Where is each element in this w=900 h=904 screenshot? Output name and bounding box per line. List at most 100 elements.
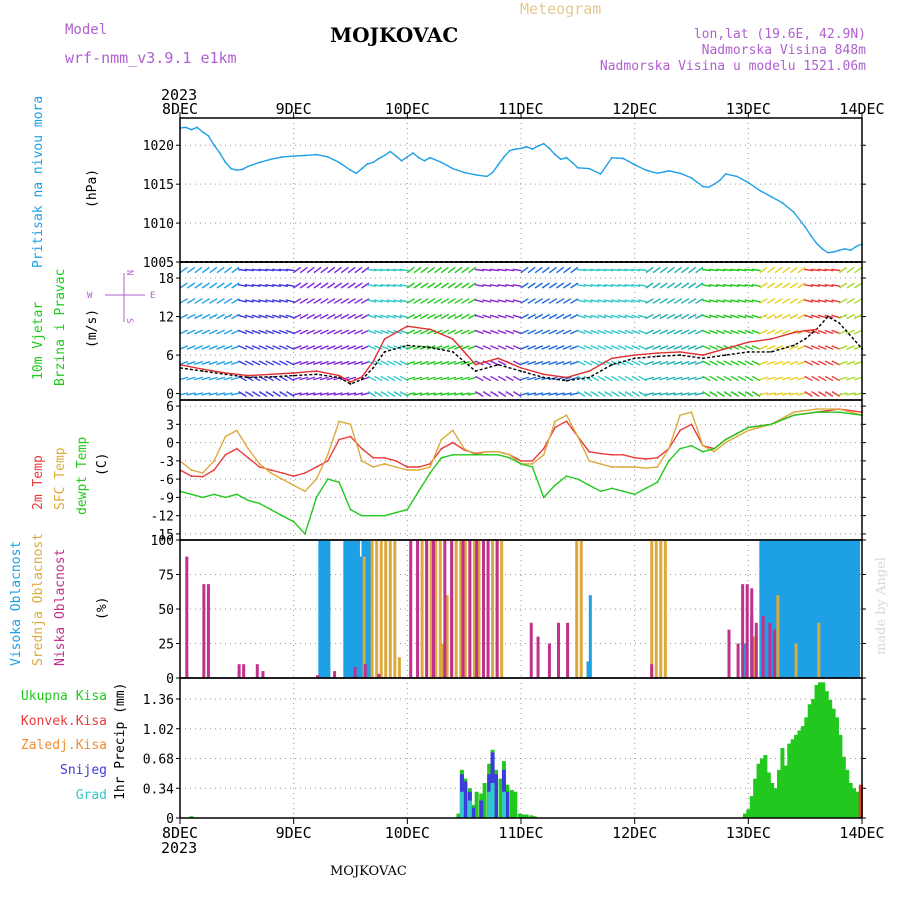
wind-barb [789,376,799,381]
wind-barb [420,298,429,304]
bar-niska-oblacnost [475,540,479,678]
wind-barb [520,360,530,366]
wind-barb [631,360,641,366]
bar-srednja-oblacnost [393,540,397,678]
wind-barb [497,391,507,397]
data-point [497,363,500,366]
wind-barb [645,376,655,381]
wind-barb [468,266,477,274]
data-point [622,453,625,456]
wind-barb [796,392,806,396]
data-point [451,350,454,353]
wind-barb [576,375,586,382]
bar-ukupna-kisa [532,816,537,818]
wind-barb [380,314,390,319]
wind-barb [426,345,436,350]
wind-barb [467,360,477,366]
wind-barb [393,375,402,382]
data-point [440,161,443,164]
data-point [451,441,454,444]
wind-barb [413,313,422,320]
wind-barb [440,376,450,381]
data-point [565,414,568,417]
data-point [520,463,522,465]
data-point [201,131,204,133]
bar-visoka-oblacnost [793,540,797,678]
wind-barb [265,314,275,319]
wind-barb [680,392,690,396]
wind-barb [534,298,543,304]
bar-ukupna-kisa [756,763,761,818]
data-point [611,487,613,490]
wind-barb [272,283,282,288]
wind-barb [386,268,396,272]
bar-visoka-oblacnost [804,540,808,678]
lonlat-label: lon,lat (19.6E, 42.9N) [694,27,866,42]
wind-barb [730,391,740,397]
wind-barb [299,392,309,396]
wind-barb [810,329,820,335]
wind-barb [638,329,648,335]
bar-ukupna-kisa [824,691,829,818]
x-tick-label-bottom: 8DEC [162,824,198,842]
y-tick-label: -15 [151,528,174,543]
bar-niska-oblacnost [761,615,765,678]
wind-barb [373,314,383,319]
wind-barb [447,313,456,320]
data-point [622,157,625,160]
wind-barb [340,282,349,289]
wind-barb [209,298,218,304]
wind-barb [420,329,429,335]
wind-barb [454,282,463,289]
wind-barb [258,391,268,397]
wind-barb [666,360,676,366]
wind-barb [201,345,211,350]
bar-srednja-oblacnost [397,657,401,678]
wind-barb [367,375,377,382]
wind-barb [306,392,316,396]
wind-barb [695,266,704,274]
wind-barb [730,375,740,382]
wind-barb [231,298,240,304]
wind-barb [426,376,436,381]
wind-barb [292,313,302,320]
wind-barb [781,360,791,366]
elevation-label: Nadmorska Visina 848m [702,43,867,58]
wind-barb [701,299,711,303]
bar-niska-oblacnost [242,664,246,678]
data-point [304,490,306,493]
wind-barb [846,298,855,304]
wind-barb [766,282,776,289]
wind-barb [306,313,316,320]
wind-barb [194,313,203,320]
data-point [463,453,466,456]
wind-barb [797,313,806,320]
wind-barb [548,266,557,274]
wind-barb [440,329,450,335]
bar-ukupna-kisa [804,717,809,818]
wind-barb [475,375,484,382]
wind-barb [797,266,806,274]
bar-visoka-oblacnost [320,540,324,678]
bar-niska-oblacnost [754,622,758,678]
wind-barb [716,360,725,366]
wind-barb [744,345,754,350]
data-point [611,156,613,159]
wind-barb [265,391,274,397]
data-point [315,466,318,468]
wind-barb [659,392,669,396]
wind-barb [433,392,443,396]
bar-visoka-oblacnost [368,540,372,678]
wind-barb [673,298,683,304]
data-point [520,367,522,369]
wind-barb [490,329,499,335]
data-point [701,185,704,188]
wind-barb [440,360,450,366]
wind-barb [512,329,522,335]
wind-barb [737,360,747,366]
wind-barb [527,360,537,366]
data-point [395,459,397,462]
wind-barb [447,266,456,274]
data-point [542,142,545,145]
data-point [645,487,647,490]
